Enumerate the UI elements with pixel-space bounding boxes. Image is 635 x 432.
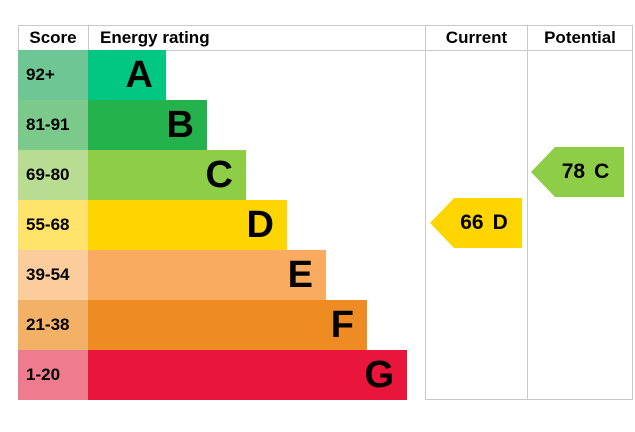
score-range: 69-80 bbox=[18, 150, 88, 200]
band-row-g: 1-20 G bbox=[18, 350, 618, 400]
band-row-c: 69-80 C bbox=[18, 150, 618, 200]
score-range: 39-54 bbox=[18, 250, 88, 300]
score-range: 1-20 bbox=[18, 350, 88, 400]
current-rating-value: 66 bbox=[460, 211, 484, 234]
score-range: 55-68 bbox=[18, 200, 88, 250]
band-row-d: 55-68 D bbox=[18, 200, 618, 250]
rating-bar-c: C bbox=[88, 150, 246, 200]
current-header: Current bbox=[445, 28, 508, 47]
rating-bar-a: A bbox=[88, 50, 166, 100]
band-row-b: 81-91 B bbox=[18, 100, 618, 150]
table-border-bottom bbox=[425, 399, 633, 400]
band-row-f: 21-38 F bbox=[18, 300, 618, 350]
rating-bar-f: F bbox=[88, 300, 367, 350]
rating-bar-b: B bbox=[88, 100, 207, 150]
current-column-divider-left bbox=[425, 25, 426, 400]
rating-bar-e: E bbox=[88, 250, 326, 300]
band-row-a: 92+ A bbox=[18, 50, 618, 100]
score-range: 92+ bbox=[18, 50, 88, 100]
table-border-right bbox=[632, 25, 633, 400]
score-column-divider bbox=[88, 25, 89, 50]
score-range: 21-38 bbox=[18, 300, 88, 350]
band-row-e: 39-54 E bbox=[18, 250, 618, 300]
header-border-bottom bbox=[18, 50, 633, 51]
score-header: Score bbox=[29, 28, 77, 47]
energy-rating-header: Energy rating bbox=[100, 28, 210, 47]
potential-rating-value: 78 bbox=[561, 160, 586, 183]
header-border-left bbox=[18, 25, 19, 50]
potential-rating-letter: C bbox=[594, 160, 610, 183]
potential-header: Potential bbox=[544, 28, 616, 47]
score-range: 81-91 bbox=[18, 100, 88, 150]
current-rating-letter: D bbox=[492, 211, 508, 234]
rating-bar-d: D bbox=[88, 200, 287, 250]
table-border-top bbox=[18, 25, 633, 26]
rating-bar-g: G bbox=[88, 350, 407, 400]
potential-column-divider-left bbox=[527, 25, 528, 400]
